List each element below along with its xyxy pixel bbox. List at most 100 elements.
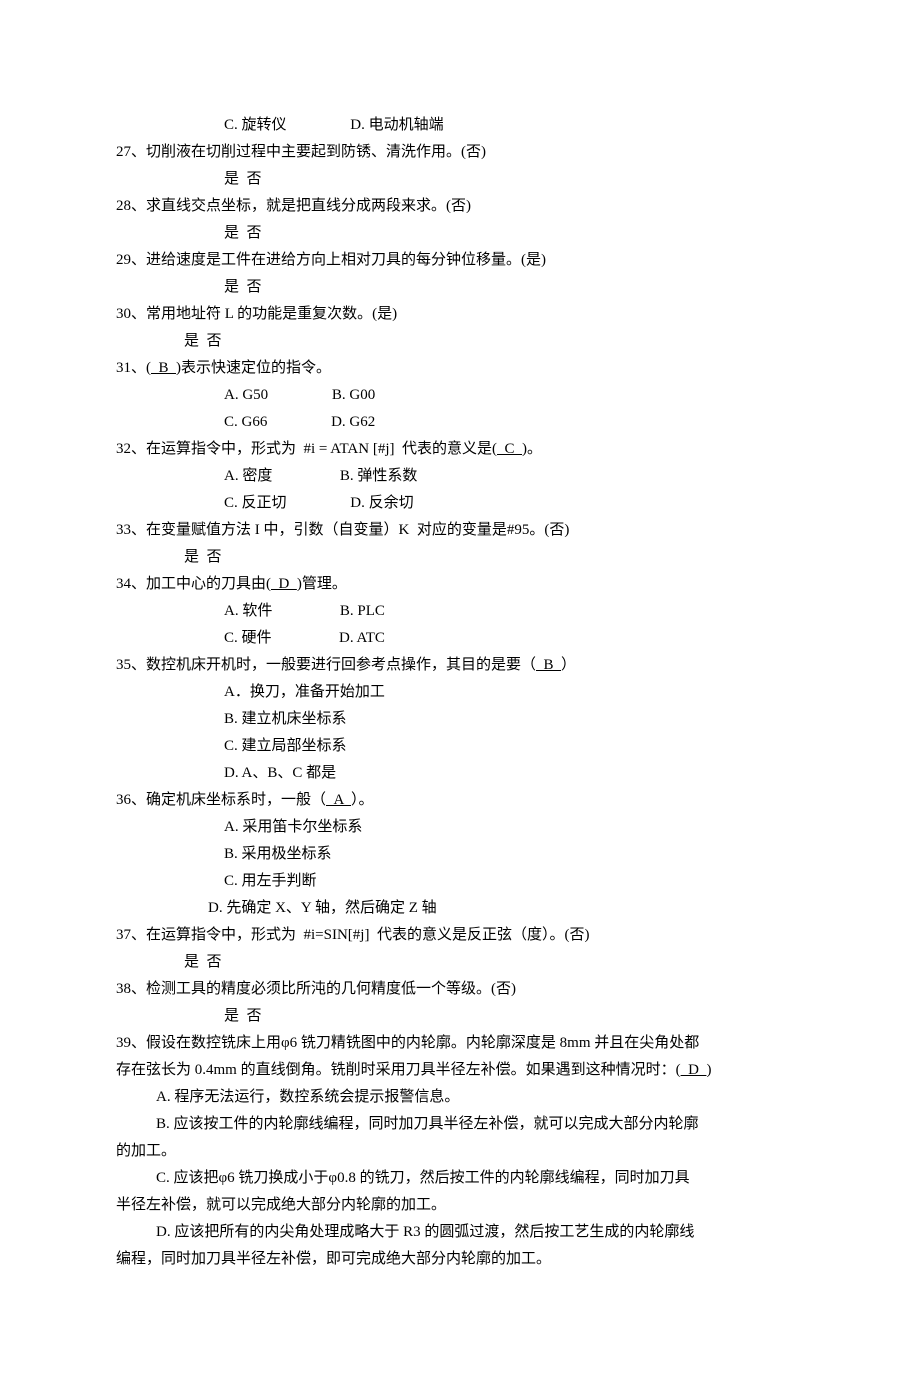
question: 36、确定机床坐标系时，一般（ A ）。: [116, 787, 796, 814]
option-row: A. 软件 B. PLC: [116, 598, 796, 625]
option-line2: 半径左补偿，就可以完成绝大部分内轮廓的加工。: [116, 1197, 446, 1213]
option-cont: 半径左补偿，就可以完成绝大部分内轮廓的加工。: [116, 1192, 796, 1219]
option: D. 先确定 X、Y 轴，然后确定 Z 轴: [208, 900, 437, 916]
question: 31、( B )表示快速定位的指令。: [116, 355, 796, 382]
option-cont: 编程，同时加刀具半径左补偿，即可完成绝大部分内轮廓的加工。: [116, 1246, 796, 1273]
q-pre: 34、加工中心的刀具由(: [116, 576, 271, 592]
option-row: C. 应该把φ6 铣刀换成小于φ0.8 的铣刀，然后按工件的内轮廓线编程，同时加…: [116, 1165, 796, 1192]
option-row: C. 用左手判断: [116, 868, 796, 895]
tf-options: 是 否: [224, 171, 262, 187]
option-line2: 编程，同时加刀具半径左补偿，即可完成绝大部分内轮廓的加工。: [116, 1251, 551, 1267]
tf-row: 是 否: [116, 274, 796, 301]
option: B. 采用极坐标系: [224, 846, 332, 862]
q-post: )表示快速定位的指令。: [176, 360, 331, 376]
option-c: C. 反正切: [224, 495, 287, 511]
option-d: D. 电动机轴端: [350, 117, 443, 133]
question-text: 28、求直线交点坐标，就是把直线分成两段来求。(否): [116, 198, 471, 214]
tf-row: 是 否: [116, 220, 796, 247]
option-row: D. A、B、C 都是: [116, 760, 796, 787]
option-b: B. 弹性系数: [340, 468, 418, 484]
question: 28、求直线交点坐标，就是把直线分成两段来求。(否): [116, 193, 796, 220]
q-post: ): [706, 1062, 711, 1078]
q-post: ）: [561, 657, 576, 673]
question: 39、假设在数控铣床上用φ6 铣刀精铣图中的内轮廓。内轮廓深度是 8mm 并且在…: [116, 1030, 796, 1057]
option-row: B. 应该按工件的内轮廓线编程，同时加刀具半径左补偿，就可以完成大部分内轮廓: [116, 1111, 796, 1138]
option-row: C. 建立局部坐标系: [116, 733, 796, 760]
q-pre: 35、数控机床开机时，一般要进行回参考点操作，其目的是要（: [116, 657, 536, 673]
option-row: D. 先确定 X、Y 轴，然后确定 Z 轴: [116, 895, 796, 922]
option-row: A. 采用笛卡尔坐标系: [116, 814, 796, 841]
question-text: 37、在运算指令中，形式为 #i=SIN[#j] 代表的意义是反正弦（度）。(否…: [116, 927, 589, 943]
option: A．换刀，准备开始加工: [224, 684, 385, 700]
option: A. 程序无法运行，数控系统会提示报警信息。: [156, 1089, 459, 1105]
question-cont: 存在弦长为 0.4mm 的直线倒角。铣削时采用刀具半径左补偿。如果遇到这种情况时…: [116, 1057, 796, 1084]
document-page: C. 旋转仪 D. 电动机轴端 27、切削液在切削过程中主要起到防锈、清洗作用。(…: [0, 0, 920, 1383]
answer-blank: D: [681, 1062, 707, 1078]
q-pre: 32、在运算指令中，形式为 #i = ATAN [#j] 代表的意义是(: [116, 441, 497, 457]
option: C. 建立局部坐标系: [224, 738, 347, 754]
question-text: 33、在变量赋值方法 I 中，引数（自变量）K 对应的变量是#95。(否): [116, 522, 569, 538]
question-text: 38、检测工具的精度必须比所沌的几何精度低一个等级。(否): [116, 981, 516, 997]
tf-options: 是 否: [184, 333, 222, 349]
option-row: A. 程序无法运行，数控系统会提示报警信息。: [116, 1084, 796, 1111]
tf-row: 是 否: [116, 166, 796, 193]
tf-row: 是 否: [116, 949, 796, 976]
question-text: 29、进给速度是工件在进给方向上相对刀具的每分钟位移量。(是): [116, 252, 546, 268]
answer-blank: B: [151, 360, 176, 376]
option: B. 建立机床坐标系: [224, 711, 347, 727]
option-row: C. 反正切 D. 反余切: [116, 490, 796, 517]
q-post: ）。: [351, 792, 374, 808]
option-row: C. 旋转仪 D. 电动机轴端: [116, 112, 796, 139]
tf-options: 是 否: [184, 954, 222, 970]
tf-options: 是 否: [224, 279, 262, 295]
question: 27、切削液在切削过程中主要起到防锈、清洗作用。(否): [116, 139, 796, 166]
tf-row: 是 否: [116, 328, 796, 355]
q-post: )管理。: [297, 576, 347, 592]
q-pre: 31、(: [116, 360, 151, 376]
option-c: C. 硬件: [224, 630, 272, 646]
question: 29、进给速度是工件在进给方向上相对刀具的每分钟位移量。(是): [116, 247, 796, 274]
option: D. A、B、C 都是: [224, 765, 336, 781]
option-c: C. 旋转仪: [224, 117, 287, 133]
option-row: B. 采用极坐标系: [116, 841, 796, 868]
q39-l2: 存在弦长为 0.4mm 的直线倒角。铣削时采用刀具半径左补偿。如果遇到这种情况时…: [116, 1062, 681, 1078]
option-line1: D. 应该把所有的内尖角处理成略大于 R3 的圆弧过渡，然后按工艺生成的内轮廓线: [156, 1224, 694, 1240]
option-row: A. 密度 B. 弹性系数: [116, 463, 796, 490]
answer-blank: C: [497, 441, 522, 457]
option-line2: 的加工。: [116, 1143, 176, 1159]
option-a: A. G50: [224, 387, 268, 403]
answer-blank: D: [271, 576, 297, 592]
question: 37、在运算指令中，形式为 #i=SIN[#j] 代表的意义是反正弦（度）。(否…: [116, 922, 796, 949]
option: A. 采用笛卡尔坐标系: [224, 819, 362, 835]
option-d: D. 反余切: [350, 495, 413, 511]
tf-row: 是 否: [116, 1003, 796, 1030]
option-row: A．换刀，准备开始加工: [116, 679, 796, 706]
tf-options: 是 否: [224, 225, 262, 241]
answer-blank: A: [326, 792, 351, 808]
option-line1: C. 应该把φ6 铣刀换成小于φ0.8 的铣刀，然后按工件的内轮廓线编程，同时加…: [156, 1170, 690, 1186]
question: 32、在运算指令中，形式为 #i = ATAN [#j] 代表的意义是( C )…: [116, 436, 796, 463]
q-pre: 36、确定机床坐标系时，一般（: [116, 792, 326, 808]
option-d: D. G62: [331, 414, 375, 430]
tf-options: 是 否: [224, 1008, 262, 1024]
q-post: )。: [522, 441, 542, 457]
option-row: C. G66 D. G62: [116, 409, 796, 436]
tf-row: 是 否: [116, 544, 796, 571]
option-b: B. G00: [332, 387, 375, 403]
question-text: 27、切削液在切削过程中主要起到防锈、清洗作用。(否): [116, 144, 486, 160]
option-line1: B. 应该按工件的内轮廓线编程，同时加刀具半径左补偿，就可以完成大部分内轮廓: [156, 1116, 699, 1132]
option-row: D. 应该把所有的内尖角处理成略大于 R3 的圆弧过渡，然后按工艺生成的内轮廓线: [116, 1219, 796, 1246]
option-row: B. 建立机床坐标系: [116, 706, 796, 733]
answer-blank: B: [536, 657, 561, 673]
question: 30、常用地址符 L 的功能是重复次数。(是): [116, 301, 796, 328]
question: 35、数控机床开机时，一般要进行回参考点操作，其目的是要（ B ）: [116, 652, 796, 679]
option-d: D. ATC: [339, 630, 385, 646]
option-a: A. 软件: [224, 603, 272, 619]
question-text: 30、常用地址符 L 的功能是重复次数。(是): [116, 306, 397, 322]
option-row: C. 硬件 D. ATC: [116, 625, 796, 652]
question: 34、加工中心的刀具由( D )管理。: [116, 571, 796, 598]
option-b: B. PLC: [340, 603, 385, 619]
option-row: A. G50 B. G00: [116, 382, 796, 409]
question: 33、在变量赋值方法 I 中，引数（自变量）K 对应的变量是#95。(否): [116, 517, 796, 544]
option-c: C. G66: [224, 414, 267, 430]
